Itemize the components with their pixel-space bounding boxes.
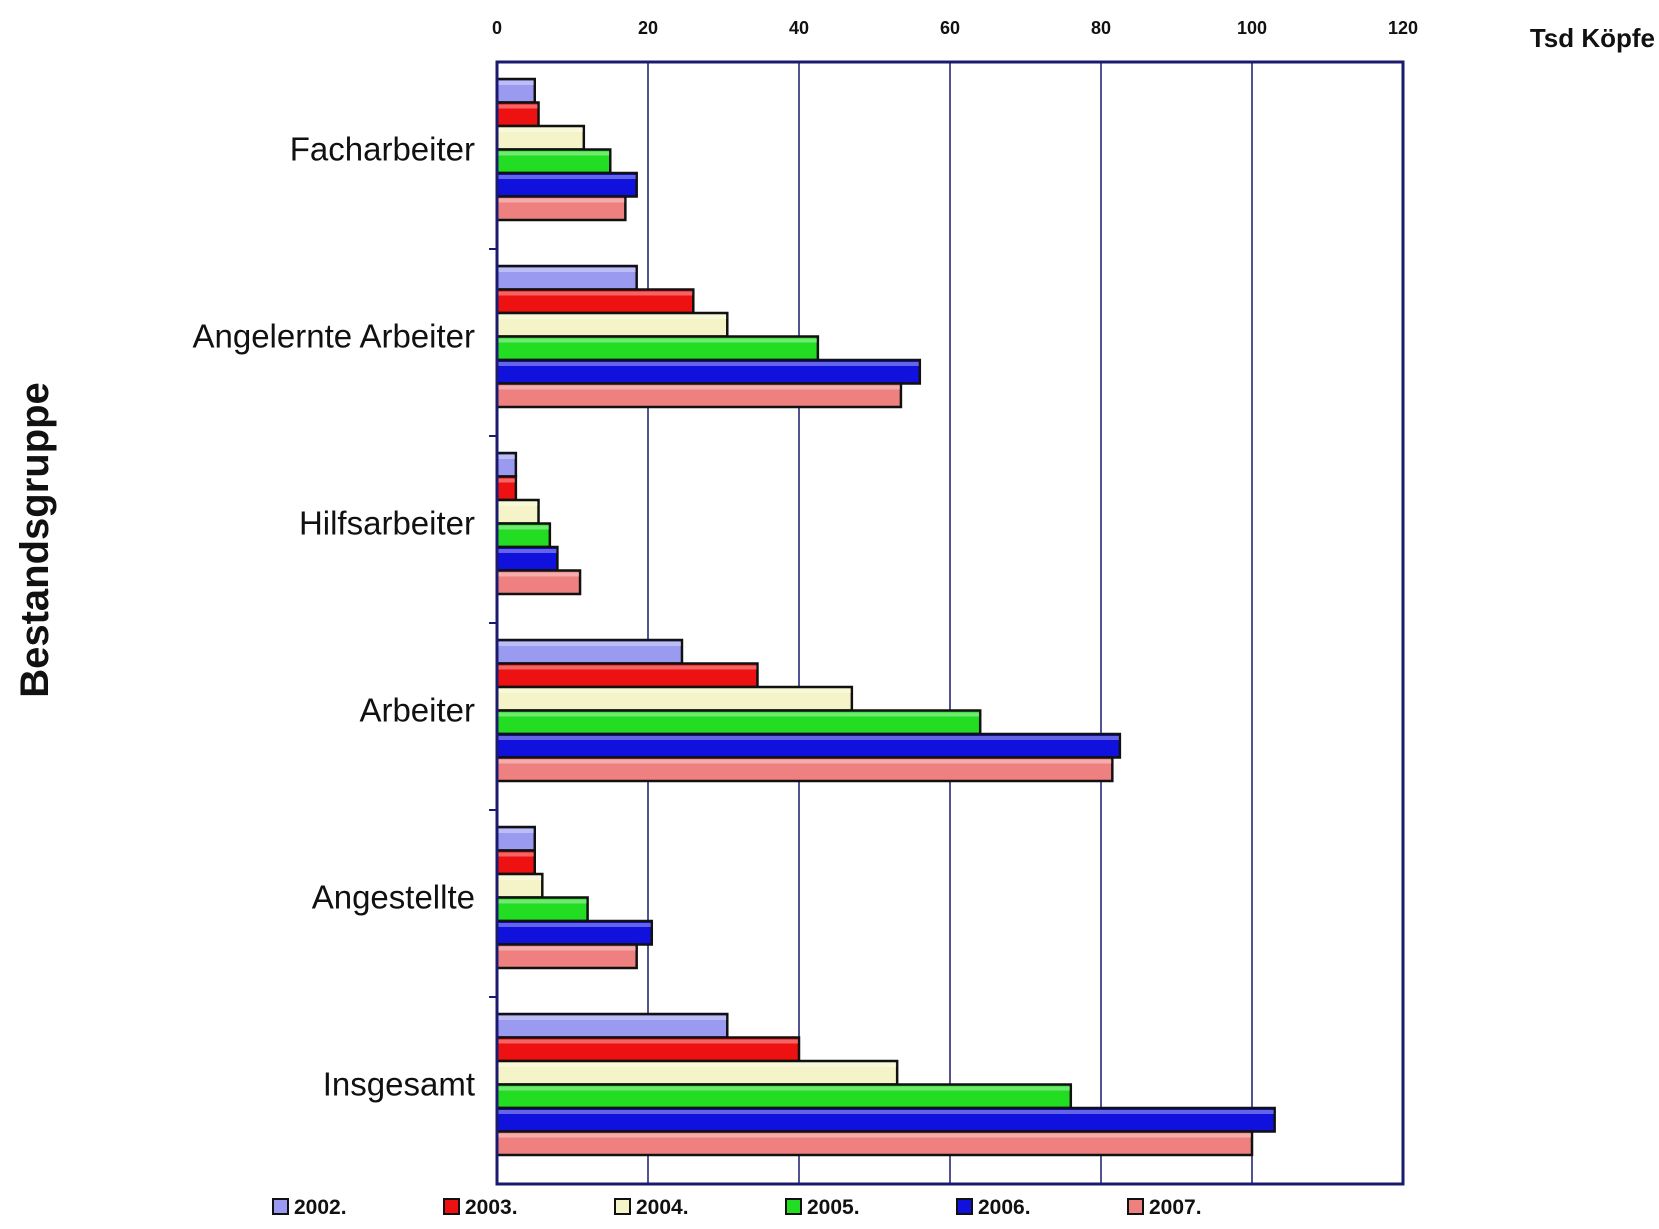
bar-highlight	[498, 478, 515, 483]
bar-highlight	[498, 1039, 798, 1044]
legend-swatch	[614, 1198, 631, 1215]
bar-highlight	[498, 689, 851, 693]
bar-highlight	[498, 455, 515, 459]
x-tick-label: 0	[492, 18, 502, 38]
bar-highlight	[498, 1086, 1070, 1091]
bar-highlight	[498, 1063, 897, 1067]
bar-highlight	[498, 876, 542, 880]
bar-highlight	[498, 549, 557, 553]
legend-swatch	[272, 1198, 289, 1215]
bar-highlight	[498, 198, 625, 203]
bar-highlight	[498, 923, 651, 927]
x-tick-label: 40	[789, 18, 809, 38]
bar-highlight	[498, 899, 587, 904]
bar-highlight	[498, 642, 681, 646]
bar-highlight	[498, 268, 636, 272]
bar-highlight	[498, 385, 900, 390]
legend-label: 2003.	[465, 1196, 518, 1219]
category-label: Angestellte	[312, 879, 475, 916]
bar-highlight	[498, 175, 636, 179]
bar-highlight	[498, 104, 538, 109]
x-axis-ticks: 0 20 40 60 80 100 120	[492, 18, 1418, 38]
legend-swatch	[956, 1198, 973, 1215]
y-axis-title: Bestandsgruppe	[13, 382, 57, 698]
bar-highlight	[498, 736, 1119, 740]
category-label: Angelernte Arbeiter	[192, 318, 475, 355]
bar-highlight	[498, 1133, 1251, 1138]
bar-highlight	[498, 525, 549, 530]
legend-label: 2005.	[807, 1196, 860, 1219]
x-tick-label: 80	[1091, 18, 1111, 38]
legend-swatch	[1127, 1198, 1144, 1215]
bar-highlight	[498, 291, 693, 296]
category-label: Hilfsarbeiter	[299, 505, 475, 542]
bar-highlight	[498, 81, 534, 85]
x-axis-unit-label: Tsd Köpfe	[1530, 23, 1655, 53]
bar-highlight	[498, 502, 538, 506]
category-label: Arbeiter	[359, 692, 475, 729]
x-tick-label: 100	[1237, 18, 1267, 38]
bar-highlight	[498, 338, 817, 343]
legend-swatch	[785, 1198, 802, 1215]
bar-highlight	[498, 1016, 727, 1020]
bar-highlight	[498, 759, 1112, 764]
x-tick-label: 120	[1388, 18, 1418, 38]
bar-highlight	[498, 712, 980, 717]
legend: 2002. 2003. 2004. 2005. 2006. 2007.	[272, 1196, 1202, 1219]
bar-highlight	[498, 946, 636, 951]
legend-label: 2004.	[636, 1196, 689, 1219]
category-label: Insgesamt	[323, 1066, 475, 1103]
x-tick-label: 20	[638, 18, 658, 38]
x-tick-label: 60	[940, 18, 960, 38]
bar-highlight	[498, 1110, 1274, 1114]
legend-label: 2006.	[978, 1196, 1031, 1219]
legend-swatch	[443, 1198, 460, 1215]
category-label: Facharbeiter	[290, 131, 475, 168]
category-labels: Facharbeiter Angelernte Arbeiter Hilfsarbe…	[192, 131, 497, 1103]
bar-highlight	[498, 128, 583, 132]
legend-label: 2007.	[1149, 1196, 1202, 1219]
bar-highlight	[498, 852, 534, 857]
bar-highlight	[498, 665, 757, 670]
bar-highlight	[498, 315, 727, 319]
bar-highlight	[498, 572, 580, 577]
bar-highlight	[498, 151, 610, 156]
legend-label: 2002.	[294, 1196, 347, 1219]
bars	[495, 77, 1276, 1157]
bar-highlight	[498, 362, 919, 366]
grid-lines	[647, 62, 1253, 1184]
bar-highlight	[498, 829, 534, 833]
